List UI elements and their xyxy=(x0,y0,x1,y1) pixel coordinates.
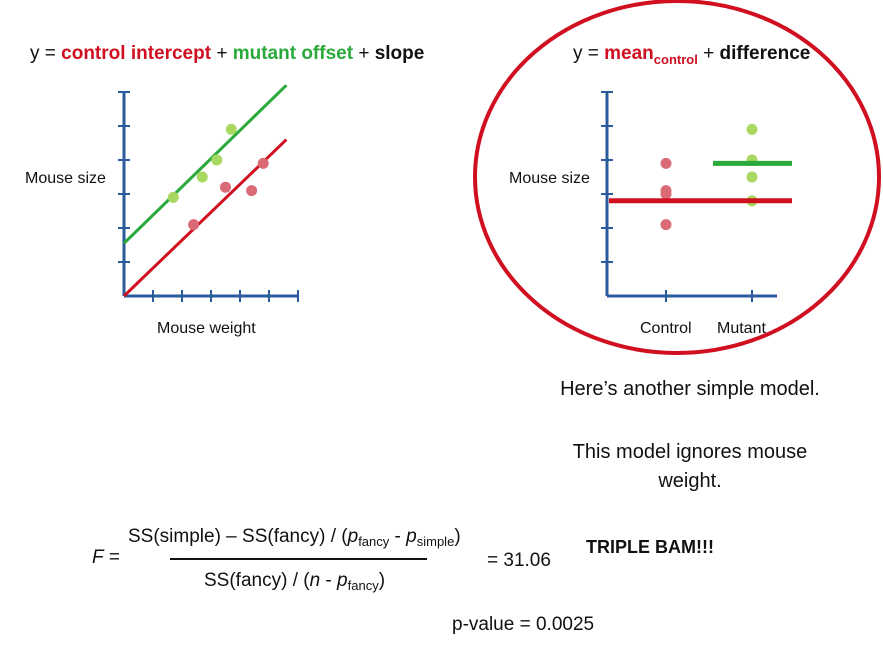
left-axes xyxy=(118,91,299,302)
formula-denominator: SS(fancy) / (n - pfancy) xyxy=(204,570,385,593)
mutant-point xyxy=(196,171,208,183)
left-equation-title: y = control intercept + mutant offset + … xyxy=(30,43,424,65)
left-xlabel: Mouse weight xyxy=(157,320,256,337)
numerator-close: ) xyxy=(454,526,461,547)
formula-result: = 31.06 xyxy=(487,550,551,571)
eq-mean-subscript: control xyxy=(653,52,698,67)
eq-mutant-offset: mutant offset xyxy=(232,43,354,64)
p-value-text: p-value = 0.0025 xyxy=(452,614,595,635)
eq-prefix: y = xyxy=(573,43,605,64)
eq-mean: mean xyxy=(604,43,654,64)
mutant-point xyxy=(746,171,758,183)
highlight-oval xyxy=(473,0,881,355)
mutant-point xyxy=(225,123,237,135)
eq-plus: + xyxy=(697,43,720,64)
numerator-text: SS(simple) – SS(fancy) / ( xyxy=(128,526,348,547)
mutant-point xyxy=(211,154,223,166)
numerator-p-simple-sub: simple xyxy=(416,534,455,549)
left-ylabel: Mouse size xyxy=(25,170,106,187)
control-point xyxy=(660,188,672,200)
left-plot xyxy=(122,84,288,298)
eq-plus: + xyxy=(353,43,375,64)
control-point xyxy=(660,219,672,231)
right-axes xyxy=(601,91,777,302)
category-label-control: Control xyxy=(640,320,692,337)
fraction-bar xyxy=(170,558,427,560)
eq-plus: + xyxy=(211,43,233,64)
denominator-minus: - xyxy=(320,570,338,591)
eq-control-intercept: control intercept xyxy=(61,43,212,64)
caption-line3: weight. xyxy=(658,470,722,492)
denominator-n: n xyxy=(309,570,321,591)
eq-slope: slope xyxy=(374,43,425,64)
control-point xyxy=(246,185,258,197)
eq-prefix: y = xyxy=(30,43,62,64)
eq-difference: difference xyxy=(719,43,811,64)
right-plot xyxy=(609,123,792,231)
category-label-mutant: Mutant xyxy=(717,320,766,337)
formula-f: F xyxy=(92,547,104,568)
denominator-p-sub: fancy xyxy=(347,578,379,593)
mutant-point xyxy=(746,123,758,135)
mutant-point xyxy=(167,191,179,203)
control-point xyxy=(257,157,269,169)
right-ylabel: Mouse size xyxy=(509,170,590,187)
numerator-minus: - xyxy=(389,526,407,547)
caption-line2: This model ignores mouse xyxy=(572,441,808,463)
denominator-p: p xyxy=(337,570,348,591)
numerator-p-fancy-sub: fancy xyxy=(358,534,390,549)
control-point xyxy=(660,157,672,169)
triple-bam-text: TRIPLE BAM!!! xyxy=(586,537,714,557)
control-point xyxy=(188,219,200,231)
right-equation-title: y = meancontrol + difference xyxy=(573,43,810,67)
denominator-text: SS(fancy) / ( xyxy=(204,570,310,591)
control-point xyxy=(220,181,231,193)
numerator-p-fancy: p xyxy=(347,526,359,547)
caption-line1: Here’s another simple model. xyxy=(560,378,820,400)
formula-lhs: F = xyxy=(92,547,120,569)
formula-numerator: SS(simple) – SS(fancy) / (pfancy - psimp… xyxy=(128,526,461,549)
formula-equals: = xyxy=(103,547,120,568)
numerator-p-simple: p xyxy=(406,526,417,547)
mutant-fit-line xyxy=(122,84,288,245)
denominator-close: ) xyxy=(378,570,386,591)
